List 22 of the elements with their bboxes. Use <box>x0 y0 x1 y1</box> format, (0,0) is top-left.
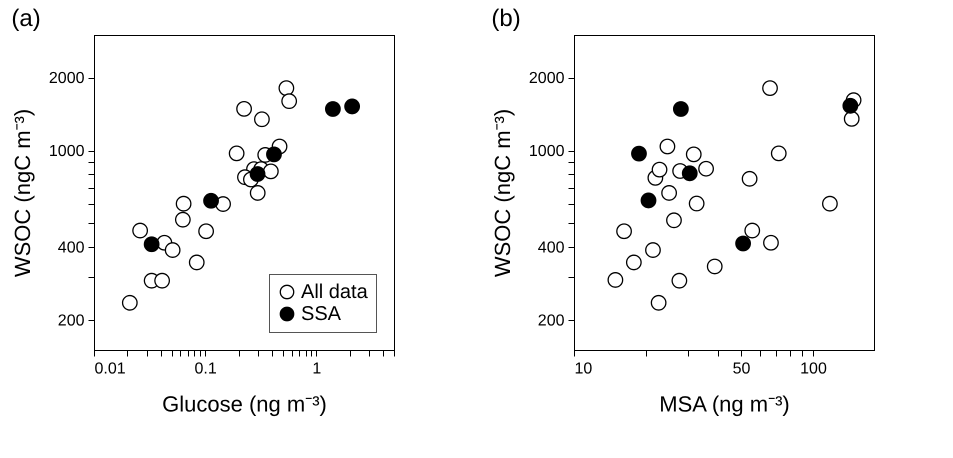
chart-title: (b) <box>491 5 521 32</box>
y-tick-label: 1000 <box>528 143 565 160</box>
y-tick-label: 200 <box>538 312 565 330</box>
y-tick-label: 400 <box>58 239 85 256</box>
x-tick-label: 100 <box>800 360 827 378</box>
x-tick-label: 50 <box>732 360 751 378</box>
y-axis-title: WSOC (ngC m⁻³) <box>490 108 515 278</box>
x-tick-label: 1 <box>312 360 322 378</box>
x-axis-title: MSA (ng m⁻³) <box>659 392 790 416</box>
y-tick-label: 2000 <box>528 70 565 88</box>
y-tick-label: 200 <box>58 312 85 330</box>
chart-title: (a) <box>11 5 41 32</box>
x-tick-label: 10 <box>574 360 592 378</box>
x-tick-label: 0.1 <box>194 360 217 378</box>
x-tick-label: 0.01 <box>94 360 126 378</box>
legend-label: All data <box>301 281 369 303</box>
y-tick-label: 2000 <box>48 70 85 88</box>
y-axis-title: WSOC (ngC m⁻³) <box>10 108 35 278</box>
y-tick-label: 400 <box>538 239 565 256</box>
y-tick-label: 1000 <box>48 143 85 160</box>
legend-label: SSA <box>301 303 342 325</box>
x-axis-title: Glucose (ng m⁻³) <box>162 392 327 416</box>
